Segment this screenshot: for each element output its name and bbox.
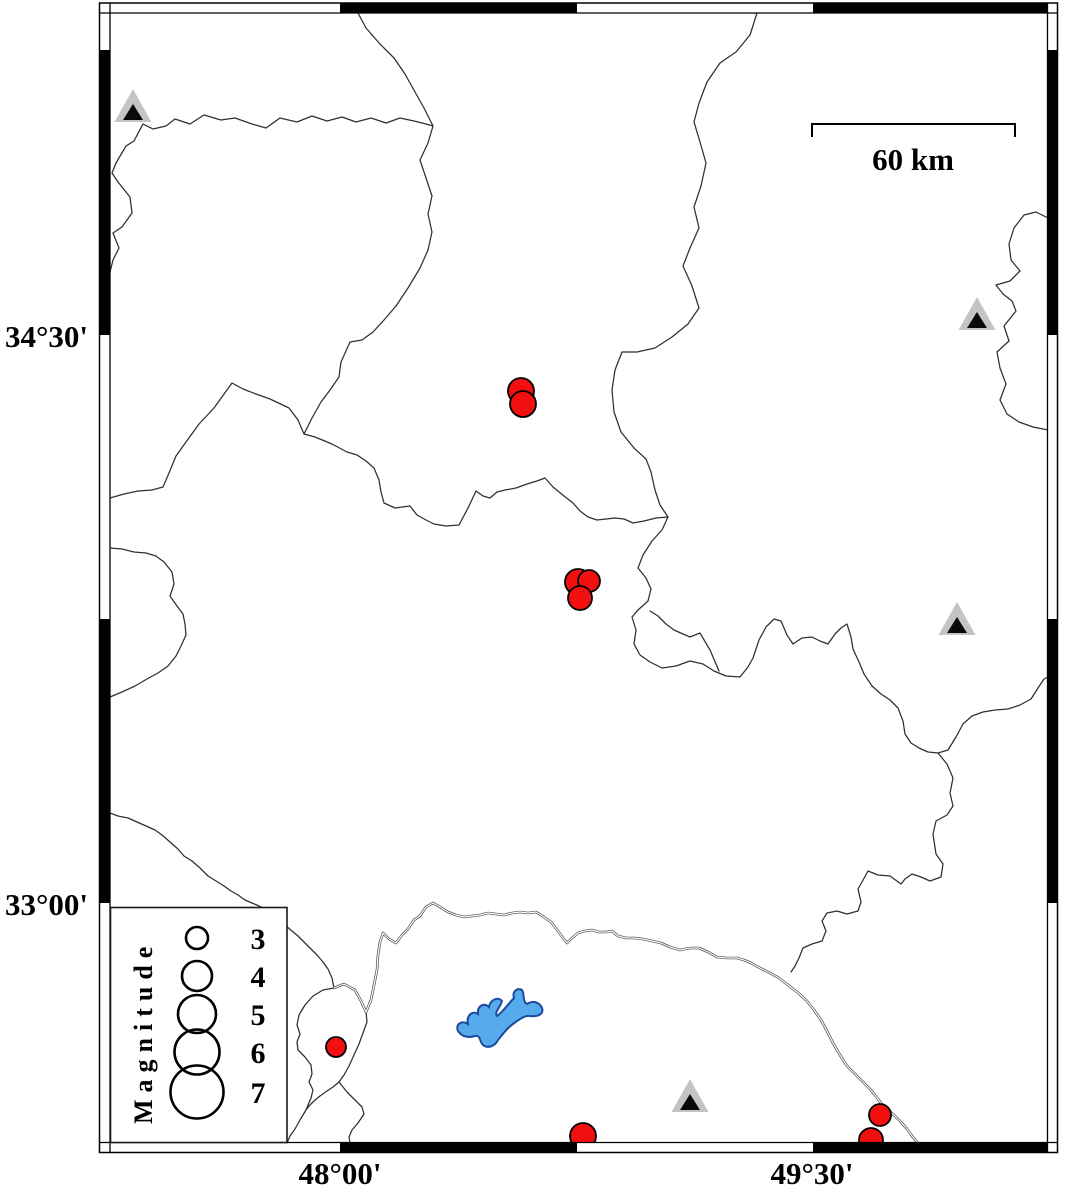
epicenter-marker (567, 585, 593, 611)
frame-tick-segment (99, 619, 110, 903)
epicenter-marker (325, 1036, 347, 1058)
boundary-junction-branch (649, 610, 720, 672)
magnitude-legend: Magnitude 3 4 5 6 7 (109, 906, 288, 1144)
frame-tick-segment (1047, 619, 1058, 903)
legend-magnitude-value: 7 (251, 1077, 266, 1110)
frame-band-top (99, 3, 1058, 13)
boundary-northwest (109, 114, 434, 273)
frame-band-right (1047, 3, 1058, 1153)
latitude-label: 34°30' (5, 319, 88, 354)
latitude-label: 33°00' (5, 887, 88, 922)
frame-band-bottom (99, 1142, 1058, 1153)
frame-tick-segment (813, 3, 1048, 13)
map-frame (98, 2, 1059, 1154)
boundary-lake-loop (286, 987, 368, 1144)
frame-tick-segment (340, 1142, 577, 1153)
frame-tick-segment (813, 1142, 1048, 1153)
station-triangle-core (947, 617, 967, 633)
legend-entries: 3 4 5 6 7 (169, 923, 266, 1120)
longitude-label: 49°30' (770, 1156, 853, 1191)
boundary-north-central (303, 12, 434, 435)
frame-tick-segment (1047, 50, 1058, 335)
legend-magnitude-circle (173, 1028, 221, 1076)
epicenters-layer (325, 377, 892, 1153)
legend-magnitude-value: 3 (251, 923, 266, 956)
province-boundaries (109, 12, 1049, 1144)
station-triangle-core (680, 1094, 700, 1110)
station-triangle-core (967, 312, 987, 328)
scale-bar: 60 km (811, 123, 1016, 177)
longitude-label: 48°00' (298, 1156, 381, 1191)
boundary-east-bulge (995, 211, 1049, 431)
river (109, 812, 919, 1144)
boundary-southeast (790, 752, 954, 973)
river-main-casing (332, 901, 919, 1144)
legend-magnitude-value: 6 (251, 1037, 266, 1070)
frame-tick-segment (340, 3, 577, 13)
boundary-southwest (109, 547, 187, 698)
frame-band-left (99, 3, 110, 1153)
stations-layer (114, 89, 996, 1112)
legend-magnitude-value: 4 (251, 961, 266, 994)
epicenter-marker (868, 1103, 892, 1127)
frame-outer-line (98, 2, 1059, 1154)
legend-magnitude-circle (184, 925, 210, 951)
boundary-northeast (611, 12, 1049, 754)
epicenter-marker (509, 390, 537, 418)
lake (456, 988, 544, 1048)
station-triangle-core (123, 104, 143, 120)
boundary-central (109, 382, 669, 527)
scale-bar-line (811, 123, 1016, 137)
legend-magnitude-circle (169, 1064, 225, 1120)
frame-tick-segment (99, 50, 110, 335)
river-main-core (333, 902, 918, 1143)
coordinate-labels: 34°30' 33°00' 48°00' 49°30' (5, 319, 854, 1191)
legend-title: Magnitude (129, 940, 158, 1124)
scale-bar-label: 60 km (872, 142, 954, 177)
legend-magnitude-value: 5 (251, 999, 266, 1032)
river-west-branch (109, 812, 335, 989)
legend-box (109, 906, 288, 1144)
legend-magnitude-circle (176, 993, 218, 1035)
legend-magnitude-circle (180, 959, 214, 993)
